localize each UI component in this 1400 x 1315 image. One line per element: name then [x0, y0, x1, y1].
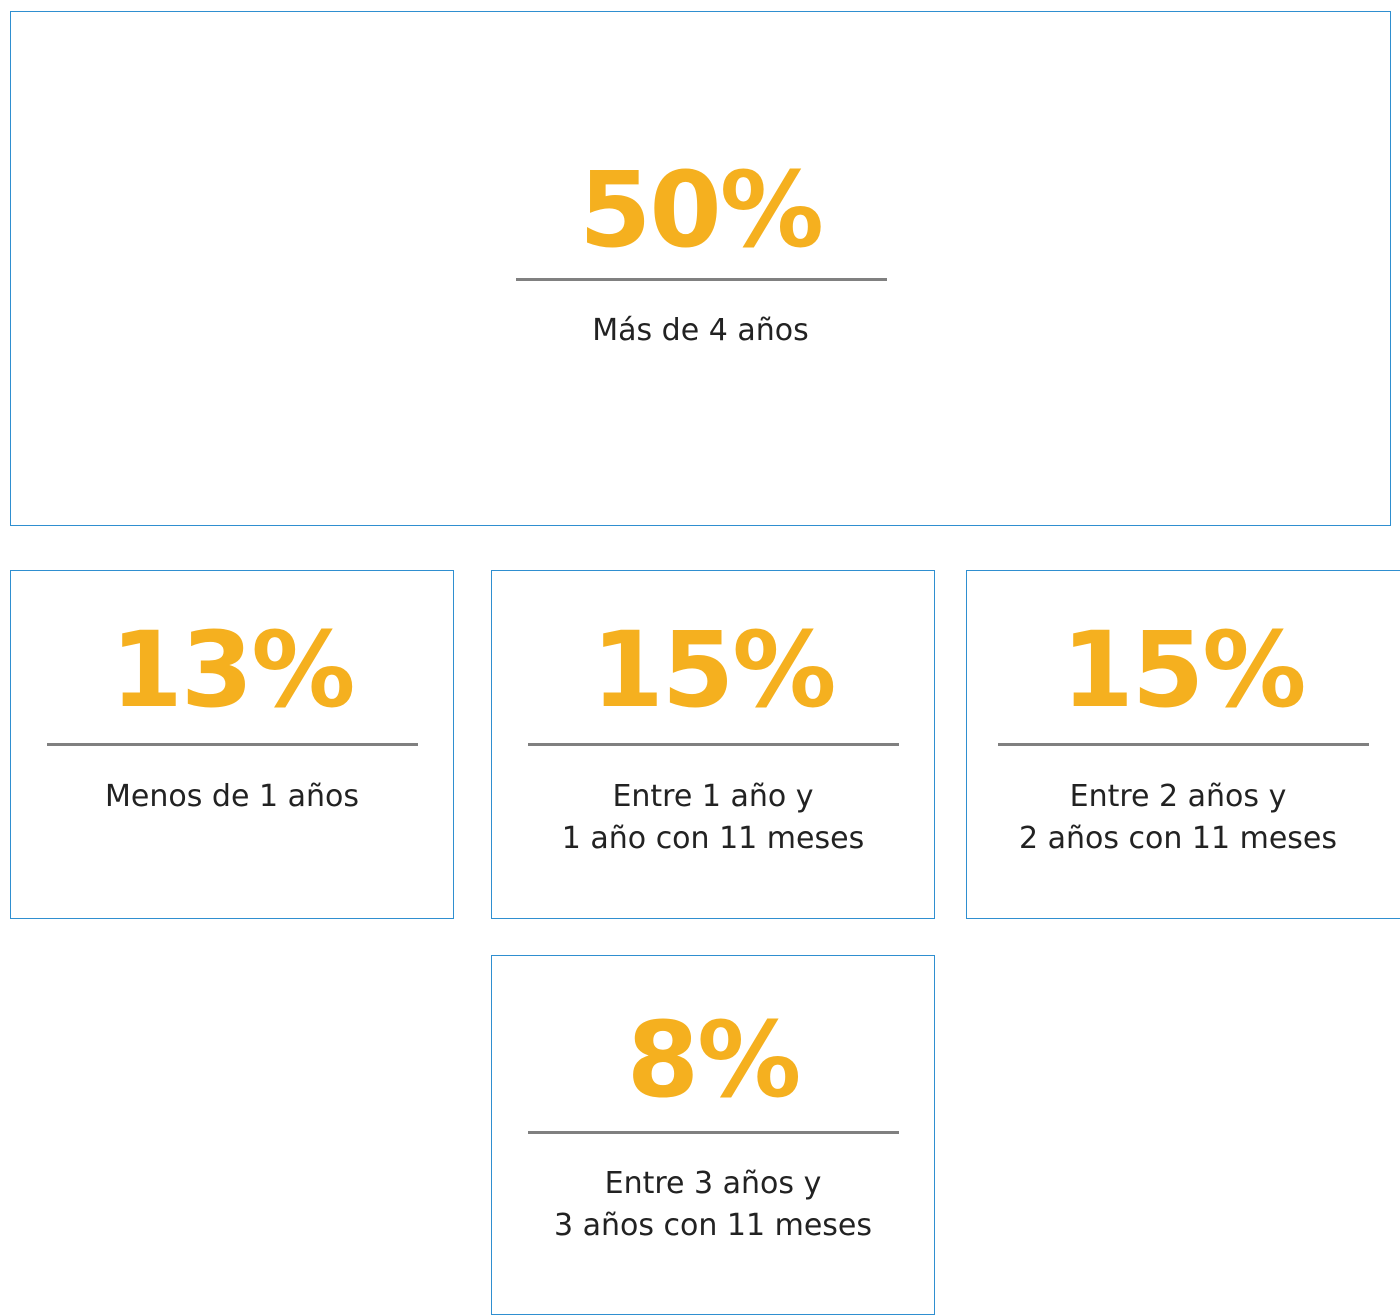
- divider: [528, 743, 899, 746]
- stat-label: Menos de 1 años: [11, 776, 453, 818]
- divider: [528, 1131, 899, 1134]
- divider: [47, 743, 418, 746]
- label-line: Entre 3 años y: [604, 1166, 822, 1201]
- stat-label: Entre 1 año y 1 año con 11 meses: [492, 776, 934, 860]
- stat-label: Entre 3 años y 3 años con 11 meses: [492, 1163, 934, 1247]
- label-line: 1 año con 11 meses: [561, 821, 865, 856]
- stat-card: 50% Más de 4 años: [10, 11, 1391, 526]
- stat-label: Más de 4 años: [11, 310, 1390, 352]
- stat-card: 8% Entre 3 años y 3 años con 11 meses: [491, 955, 935, 1315]
- stat-value: 15%: [1061, 609, 1307, 731]
- label-line: 3 años con 11 meses: [553, 1208, 873, 1243]
- label-line: Entre 2 años y: [1069, 779, 1287, 814]
- divider: [998, 743, 1369, 746]
- label-line: 2 años con 11 meses: [1018, 821, 1338, 856]
- label-line: Más de 4 años: [592, 313, 809, 348]
- stat-value: 13%: [110, 609, 356, 731]
- stat-value: 15%: [591, 609, 837, 731]
- stat-card: 13% Menos de 1 años: [10, 570, 454, 919]
- stat-label: Entre 2 años y 2 años con 11 meses: [967, 776, 1389, 860]
- stat-card: 15% Entre 1 año y 1 año con 11 meses: [491, 570, 935, 919]
- stat-value: 8%: [626, 999, 802, 1121]
- stat-card: 15% Entre 2 años y 2 años con 11 meses: [966, 570, 1400, 919]
- stat-value: 50%: [579, 149, 824, 271]
- label-line: Entre 1 año y: [612, 779, 814, 814]
- divider: [515, 278, 887, 281]
- label-line: Menos de 1 años: [105, 779, 359, 814]
